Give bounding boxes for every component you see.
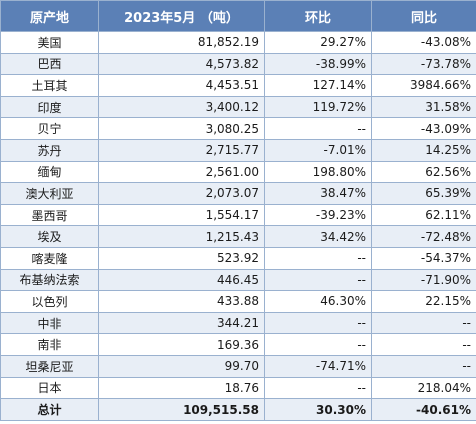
table-row: 日本 18.76 -- 218.04% [0,376,476,400]
cell-yoy: -71.90% [371,268,476,292]
cell-mom: -- [264,246,372,270]
cell-mom: -7.01% [264,138,372,162]
cell-mom: 46.30% [264,290,372,313]
cell-yoy: -43.08% [371,31,476,54]
cell-volume: 3,400.12 [98,95,265,119]
cell-mom: 34.42% [264,225,372,248]
cell-mom: 127.14% [264,74,372,97]
header-mom: 环比 [264,0,372,32]
cell-yoy: 31.58% [371,95,476,119]
cell-origin: 以色列 [0,290,99,313]
cell-origin: 喀麦隆 [0,246,99,270]
cell-mom: -38.99% [264,52,372,76]
cell-origin: 日本 [0,376,99,400]
cell-mom: 198.80% [264,160,372,184]
header-origin: 原产地 [0,0,99,32]
cell-volume: 1,554.17 [98,203,265,227]
table-row: 缅甸 2,561.00 198.80% 62.56% [0,160,476,184]
table-row: 喀麦隆 523.92 -- -54.37% [0,246,476,270]
header-yoy: 同比 [371,0,476,32]
cell-mom: -- [264,333,372,356]
cell-yoy: 62.11% [371,203,476,227]
cell-mom: -- [264,268,372,292]
table-row: 美国 81,852.19 29.27% -43.08% [0,31,476,54]
table-row: 土耳其 4,453.51 127.14% 3984.66% [0,74,476,97]
cell-mom: -39.23% [264,203,372,227]
cell-yoy: 22.15% [371,290,476,313]
cell-yoy: 218.04% [371,376,476,400]
cell-volume: 446.45 [98,268,265,292]
total-mom: 30.30% [264,398,372,422]
table-row: 坦桑尼亚 99.70 -74.71% -- [0,354,476,378]
cell-volume: 18.76 [98,376,265,400]
table-row: 贝宁 3,080.25 -- -43.09% [0,117,476,140]
cell-origin: 巴西 [0,52,99,76]
table-row: 印度 3,400.12 119.72% 31.58% [0,95,476,119]
header-row: 原产地 2023年5月 （吨） 环比 同比 [0,0,476,32]
cell-mom: -74.71% [264,354,372,378]
cell-mom: -- [264,311,372,335]
table-row: 南非 169.36 -- -- [0,333,476,356]
cell-origin: 南非 [0,333,99,356]
cell-origin: 缅甸 [0,160,99,184]
cell-yoy: -- [371,311,476,335]
cell-origin: 布基纳法索 [0,268,99,292]
table-row: 墨西哥 1,554.17 -39.23% 62.11% [0,203,476,227]
cell-mom: 29.27% [264,31,372,54]
total-yoy: -40.61% [371,398,476,422]
cell-yoy: 14.25% [371,138,476,162]
table-row: 中非 344.21 -- -- [0,311,476,335]
total-label: 总计 [0,398,99,422]
cell-volume: 2,715.77 [98,138,265,162]
total-volume: 109,515.58 [98,398,265,422]
cell-origin: 美国 [0,31,99,54]
cell-mom: 119.72% [264,95,372,119]
header-volume: 2023年5月 （吨） [98,0,265,32]
cell-origin: 中非 [0,311,99,335]
cell-volume: 344.21 [98,311,265,335]
cell-origin: 坦桑尼亚 [0,354,99,378]
cell-mom: 38.47% [264,182,372,205]
cell-volume: 3,080.25 [98,117,265,140]
table-row: 以色列 433.88 46.30% 22.15% [0,290,476,313]
table-row: 澳大利亚 2,073.07 38.47% 65.39% [0,182,476,205]
cell-origin: 印度 [0,95,99,119]
cell-yoy: -43.09% [371,117,476,140]
cell-yoy: 3984.66% [371,74,476,97]
cell-volume: 433.88 [98,290,265,313]
table-row: 苏丹 2,715.77 -7.01% 14.25% [0,138,476,162]
cell-yoy: 62.56% [371,160,476,184]
cell-volume: 4,573.82 [98,52,265,76]
cell-mom: -- [264,376,372,400]
cell-volume: 1,215.43 [98,225,265,248]
table-row: 巴西 4,573.82 -38.99% -73.78% [0,52,476,76]
cell-origin: 埃及 [0,225,99,248]
cell-volume: 4,453.51 [98,74,265,97]
cell-yoy: -72.48% [371,225,476,248]
cell-origin: 墨西哥 [0,203,99,227]
cell-volume: 81,852.19 [98,31,265,54]
total-row: 总计 109,515.58 30.30% -40.61% [0,398,476,422]
cell-yoy: -- [371,354,476,378]
cell-volume: 2,561.00 [98,160,265,184]
cell-origin: 土耳其 [0,74,99,97]
cell-yoy: -- [371,333,476,356]
cell-yoy: 65.39% [371,182,476,205]
cell-yoy: -73.78% [371,52,476,76]
cell-volume: 99.70 [98,354,265,378]
cell-origin: 苏丹 [0,138,99,162]
cell-origin: 贝宁 [0,117,99,140]
cell-yoy: -54.37% [371,246,476,270]
table-row: 布基纳法索 446.45 -- -71.90% [0,268,476,292]
cell-volume: 2,073.07 [98,182,265,205]
cell-origin: 澳大利亚 [0,182,99,205]
cell-volume: 169.36 [98,333,265,356]
table-row: 埃及 1,215.43 34.42% -72.48% [0,225,476,248]
cell-mom: -- [264,117,372,140]
cell-volume: 523.92 [98,246,265,270]
